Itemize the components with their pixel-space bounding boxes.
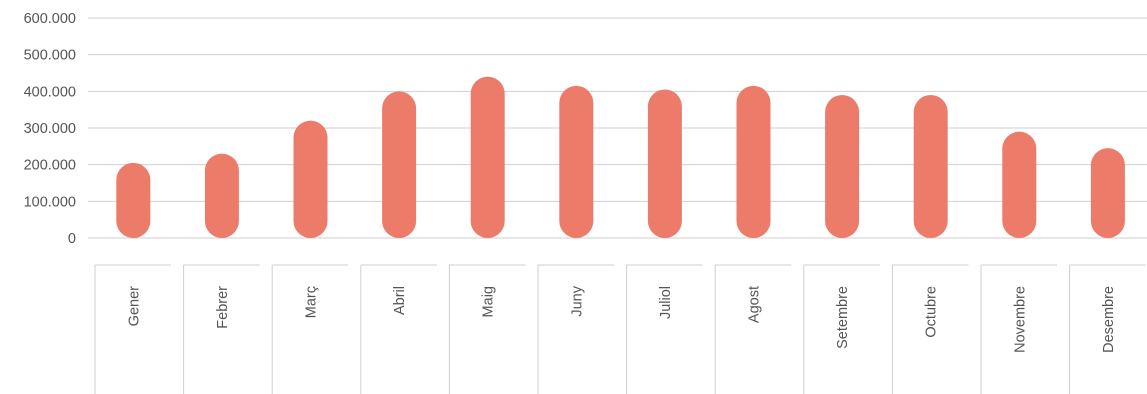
y-tick-label: 400.000 [24, 84, 76, 100]
bar [825, 95, 860, 238]
x-tick-label: Octubre [924, 286, 940, 338]
bar [382, 91, 417, 238]
bar [1002, 131, 1037, 238]
bar [204, 153, 239, 238]
x-tick-label: Abril [392, 286, 408, 315]
x-tick-label: Agost [747, 286, 763, 323]
bar [559, 85, 594, 238]
x-axis-ticks: Gener Febrer Març Abril Maig Juny Juliol Agost S… [126, 285, 1117, 353]
x-tick-label: Febrer [215, 286, 231, 329]
x-tick-label: Setembre [835, 286, 851, 349]
bar [736, 85, 771, 238]
x-tick-label: Març [304, 286, 320, 318]
x-tick-label: Juliol [658, 286, 674, 319]
x-tick-label: Gener [126, 286, 142, 326]
y-tick-label: 500.000 [24, 48, 76, 64]
bars [116, 76, 1125, 239]
gridlines [88, 17, 1147, 239]
bar [1090, 148, 1125, 238]
y-axis-ticks: 0 100.000 200.000 300.000 400.000 500.000 600.… [24, 11, 76, 247]
bar [293, 120, 328, 238]
y-tick-label: 200.000 [24, 158, 76, 174]
x-tick-label: Desembre [1101, 286, 1117, 353]
y-tick-label: 100.000 [24, 194, 76, 210]
bar [470, 76, 505, 239]
y-tick-label: 600.000 [24, 11, 76, 27]
y-tick-label: 0 [68, 231, 76, 247]
bar [647, 89, 682, 238]
x-tick-label: Maig [481, 286, 497, 317]
bar [913, 95, 948, 238]
x-tick-label: Juny [569, 285, 585, 316]
x-tick-label: Novembre [1012, 286, 1028, 353]
category-axis-lines [94, 264, 1146, 394]
y-tick-label: 300.000 [24, 121, 76, 137]
bar [116, 162, 151, 238]
